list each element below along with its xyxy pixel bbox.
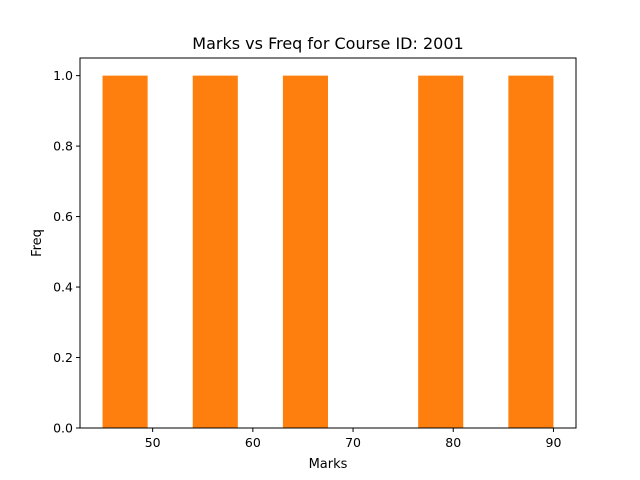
x-tick-label: 80 (445, 435, 461, 450)
y-tick-label: 0.0 (53, 421, 73, 436)
x-ticks-layer: 50 60 70 80 90 (145, 428, 562, 450)
histogram-bar-7 (418, 75, 464, 428)
y-tick-label: 0.2 (53, 350, 73, 365)
y-tick-label: 0.4 (53, 280, 73, 295)
x-axis-label: Marks (309, 457, 348, 472)
x-tick-label: 50 (145, 435, 161, 450)
bars-layer (102, 75, 554, 428)
y-tick-label: 1.0 (53, 68, 73, 83)
histogram-bar-4 (282, 75, 328, 428)
histogram-bar-2 (192, 75, 238, 428)
y-tick-label: 0.6 (53, 209, 73, 224)
chart-title: Marks vs Freq for Course ID: 2001 (192, 34, 463, 53)
x-tick-label: 60 (245, 435, 261, 450)
x-tick-label: 70 (345, 435, 361, 450)
x-tick-label: 90 (546, 435, 562, 450)
y-ticks-layer: 0.0 0.2 0.4 0.6 0.8 1.0 (53, 68, 80, 436)
histogram-bar-0 (102, 75, 148, 428)
y-axis-label: Freq (30, 229, 45, 257)
histogram-bar-9 (508, 75, 554, 428)
axes-frame (79, 57, 577, 429)
y-tick-label: 0.8 (53, 139, 73, 154)
